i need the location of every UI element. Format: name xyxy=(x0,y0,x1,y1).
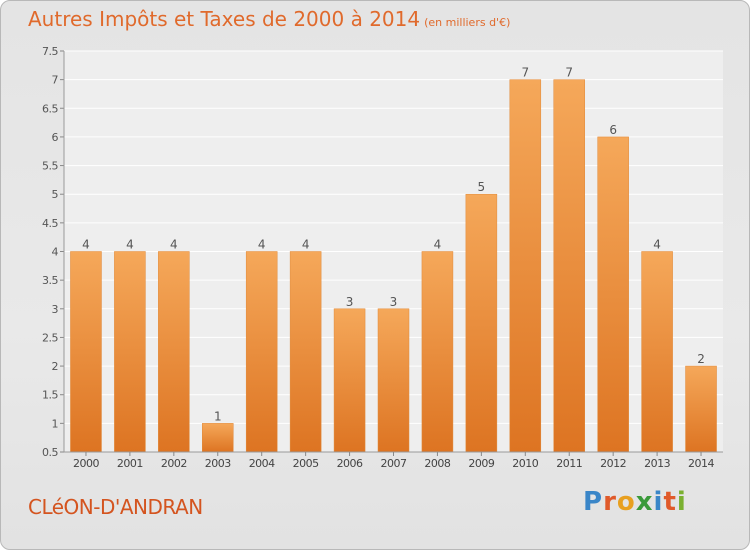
bar-value-label: 5 xyxy=(478,180,486,194)
logo-letter: i xyxy=(653,487,664,517)
y-tick-label: 7 xyxy=(52,74,59,87)
bar xyxy=(114,251,146,453)
y-tick-label: 5 xyxy=(52,188,59,201)
x-tick-label: 2012 xyxy=(600,457,626,470)
logo-letter: P xyxy=(583,487,604,517)
y-tick-label: 1.5 xyxy=(42,389,58,402)
x-tick-label: 2004 xyxy=(249,457,275,470)
logo-letter: r xyxy=(603,487,617,517)
y-tick-label: 6 xyxy=(52,131,59,144)
x-tick-label: 2013 xyxy=(644,457,670,470)
logo-letter: i xyxy=(676,487,687,517)
bar xyxy=(377,308,410,453)
x-tick-label: 2002 xyxy=(161,457,187,470)
bar xyxy=(597,136,629,453)
y-tick-label: 6.5 xyxy=(42,102,58,115)
x-tick-label: 2003 xyxy=(205,457,231,470)
bar-value-label: 4 xyxy=(434,238,442,252)
x-tick-label: 2000 xyxy=(73,457,99,470)
bar xyxy=(465,193,498,453)
y-tick-label: 3.5 xyxy=(42,274,58,287)
logo-letter: o xyxy=(616,487,636,517)
bar xyxy=(509,79,542,453)
bar xyxy=(70,251,102,453)
bar-value-label: 7 xyxy=(521,66,529,80)
bar xyxy=(641,251,673,453)
x-tick-label: 2006 xyxy=(337,457,363,470)
y-tick-label: 4 xyxy=(52,246,59,259)
bar-value-label: 1 xyxy=(214,409,222,423)
y-tick-label: 4.5 xyxy=(42,217,58,230)
x-tick-label: 2011 xyxy=(556,457,582,470)
chart-title: Autres Impôts et Taxes de 2000 à 2014 xyxy=(28,7,421,31)
bar xyxy=(685,365,717,453)
x-tick-label: 2007 xyxy=(381,457,407,470)
chart-title-block: Autres Impôts et Taxes de 2000 à 2014 (en… xyxy=(28,7,510,31)
proxiti-logo[interactable]: Proxiti xyxy=(583,487,687,517)
y-tick-label: 7.5 xyxy=(42,45,58,58)
y-tick-label: 1 xyxy=(52,417,59,430)
y-tick-label: 0.5 xyxy=(42,446,58,459)
bar xyxy=(553,79,585,453)
x-tick-label: 2005 xyxy=(293,457,319,470)
x-tick-label: 2010 xyxy=(512,457,538,470)
bar-value-label: 6 xyxy=(609,123,617,137)
bar xyxy=(289,251,322,453)
bar xyxy=(158,251,190,453)
bar-value-label: 7 xyxy=(565,66,573,80)
y-tick-label: 3 xyxy=(52,303,59,316)
chart-unit: (en milliers d'€) xyxy=(424,16,511,29)
logo-letter: x xyxy=(635,487,654,517)
y-tick-label: 5.5 xyxy=(42,160,58,173)
bar-value-label: 3 xyxy=(390,295,398,309)
bar-value-label: 2 xyxy=(697,352,705,366)
bar-value-label: 4 xyxy=(82,238,90,252)
bar-value-label: 4 xyxy=(653,238,661,252)
commune-name: CLéON-D'ANDRAN xyxy=(28,495,203,519)
bar-value-label: 3 xyxy=(346,295,354,309)
bar-value-label: 4 xyxy=(302,238,310,252)
y-tick-label: 2 xyxy=(52,360,59,373)
bar-value-label: 4 xyxy=(126,238,134,252)
bar xyxy=(421,251,454,453)
logo-letter: t xyxy=(663,487,677,517)
bar-value-label: 4 xyxy=(170,238,178,252)
x-tick-label: 2009 xyxy=(468,457,494,470)
x-tick-label: 2008 xyxy=(424,457,450,470)
bar xyxy=(333,308,366,453)
y-tick-label: 2.5 xyxy=(42,331,58,344)
bar-value-label: 4 xyxy=(258,238,266,252)
x-tick-label: 2014 xyxy=(688,457,714,470)
x-tick-label: 2001 xyxy=(117,457,143,470)
bar xyxy=(245,251,278,453)
bar xyxy=(202,423,234,453)
